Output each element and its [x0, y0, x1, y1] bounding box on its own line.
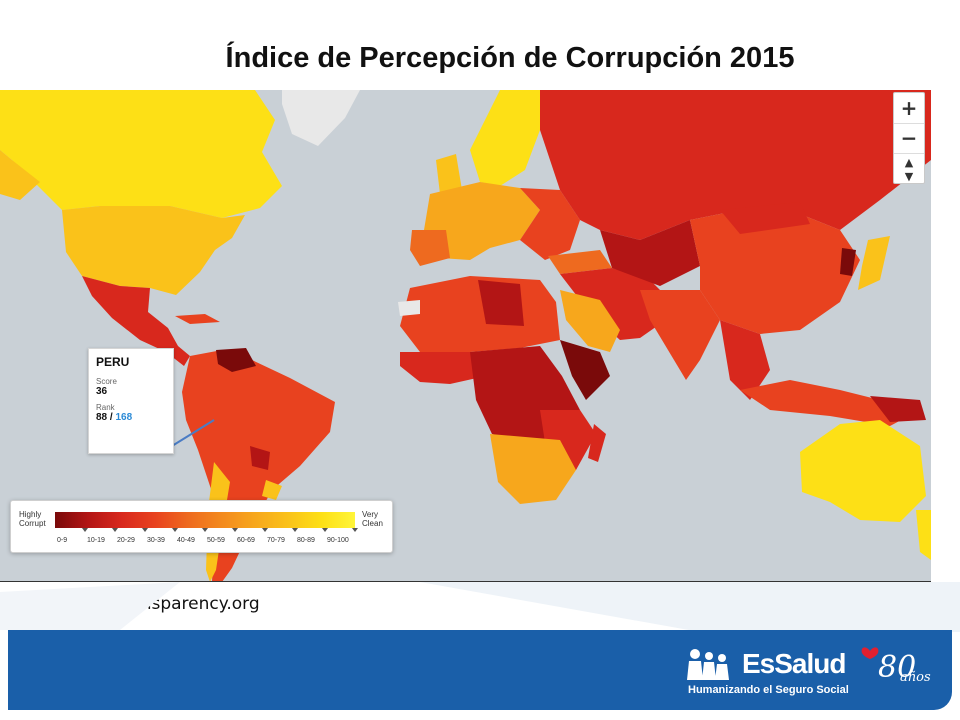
uruguay	[262, 480, 282, 500]
tooltip-rank-total: 168	[115, 412, 133, 423]
brand-name: EsSalud	[742, 648, 846, 679]
tooltip-pointer	[171, 419, 215, 447]
legend-highly: Highly	[19, 510, 42, 519]
anniversary-word: años	[900, 670, 931, 685]
mexico	[82, 276, 190, 366]
new-zealand	[916, 510, 931, 560]
tooltip-rank-label: Rank	[96, 403, 115, 412]
legend-right-label: Very Clean	[362, 510, 383, 528]
madagascar	[588, 424, 606, 462]
tooltip-score-value: 36	[96, 386, 108, 397]
turkey	[548, 250, 612, 274]
legend-tick-10-19: 10-19	[87, 537, 105, 544]
zoom-in-button[interactable]: +	[900, 96, 918, 120]
indonesia	[740, 380, 920, 426]
legend-mark	[82, 528, 88, 532]
tooltip-score-label: Score	[96, 377, 117, 386]
legend-ticks: 0-9 10-19 20-29 30-39 40-49 50-59 60-69 70-79 80…	[55, 537, 365, 547]
libya	[478, 280, 524, 326]
uk-ireland	[436, 154, 462, 194]
legend-mark	[262, 528, 268, 532]
legend-corrupt: Corrupt	[19, 519, 46, 528]
legend-tick-80-89: 80-89	[297, 537, 315, 544]
usa	[62, 206, 245, 295]
canada	[0, 90, 282, 218]
western-europe	[424, 182, 540, 260]
zoom-controls: + − ▲ ▼	[893, 92, 925, 184]
japan	[858, 236, 890, 290]
slide-title: Índice de Percepción de Corrupción 2015	[225, 42, 795, 74]
mongolia	[720, 202, 810, 234]
china	[690, 210, 860, 334]
decorative-background	[0, 582, 960, 632]
legend-clean: Clean	[362, 519, 383, 528]
eastern-europe	[520, 188, 580, 260]
southeast-asia	[720, 320, 770, 400]
legend-mark	[292, 528, 298, 532]
reset-view-button[interactable]: ▲ ▼	[894, 153, 924, 183]
legend-mark	[322, 528, 328, 532]
legend-mark	[202, 528, 208, 532]
legend-mark	[142, 528, 148, 532]
legend-tick-20-29: 20-29	[117, 537, 135, 544]
legend-tick-40-49: 40-49	[177, 537, 195, 544]
southern-africa	[490, 434, 576, 504]
legend-mark	[352, 528, 358, 532]
scandinavia	[470, 90, 540, 186]
tooltip-rank: 88	[96, 412, 108, 423]
legend-mark	[112, 528, 118, 532]
legend-mark	[232, 528, 238, 532]
papua	[870, 396, 926, 422]
arabian-peninsula	[560, 290, 620, 352]
legend-tick-30-39: 30-39	[147, 537, 165, 544]
brand-bar	[8, 630, 952, 710]
legend-left-label: Highly Corrupt	[19, 510, 46, 528]
legend-tick-0-9: 0-9	[57, 537, 68, 544]
anniversary-number: 80	[878, 650, 916, 685]
legend-very: Very	[362, 510, 379, 519]
tooltip-rank-value: 88 / 168	[96, 412, 166, 424]
anniversary-logo: 80 años	[861, 647, 931, 685]
zoom-out-button[interactable]: −	[894, 123, 924, 151]
score-legend: Highly Corrupt 0-9 10-19 20-29 30-39 40-49 50…	[10, 500, 393, 553]
alaska	[0, 150, 40, 200]
country-tooltip: PERU Score 36 Rank 88 / 168	[88, 348, 174, 454]
legend-tick-50-59: 50-59	[207, 537, 225, 544]
legend-tick-60-69: 60-69	[237, 537, 255, 544]
legend-gradient-bar	[55, 512, 355, 528]
legend-tick-70-79: 70-79	[267, 537, 285, 544]
korea	[840, 248, 856, 276]
west-africa	[400, 352, 486, 384]
legend-marks	[55, 528, 358, 533]
russia	[540, 90, 931, 240]
legend-tick-90-100: 90-100	[327, 537, 349, 544]
paraguay	[250, 446, 270, 470]
legend-mark	[172, 528, 178, 532]
horn-of-africa	[560, 340, 610, 400]
iberia	[410, 230, 450, 266]
australia	[800, 420, 926, 522]
central-asia	[600, 220, 700, 286]
tooltip-rank-separator: /	[107, 412, 116, 423]
venezuela	[216, 348, 256, 372]
cuba	[175, 314, 220, 324]
sahara-west	[398, 300, 420, 316]
greenland	[282, 90, 360, 146]
essalud-family-icon	[687, 649, 729, 680]
tooltip-country: PERU	[96, 355, 130, 369]
reset-arrows-icon: ▲ ▼	[904, 156, 914, 183]
brand-slogan: Humanizando el Seguro Social	[688, 684, 849, 696]
middle-east	[560, 268, 680, 340]
india	[640, 290, 720, 380]
